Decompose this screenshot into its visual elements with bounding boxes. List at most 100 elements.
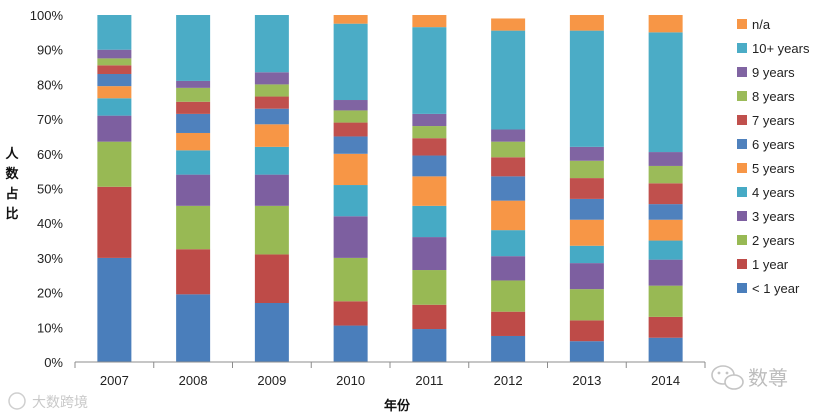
legend-swatch (737, 115, 747, 125)
legend-swatch (737, 43, 747, 53)
bar-segment (176, 205, 211, 250)
y-axis-title-char: 人 (5, 146, 19, 162)
bar-segment (412, 126, 447, 139)
y-tick-label: 90% (37, 43, 63, 58)
bar-segment (491, 200, 526, 231)
bar-segment (254, 108, 289, 125)
bar-segment (648, 32, 683, 153)
bar-segment (569, 160, 604, 179)
y-axis-title-char: 占 (5, 186, 18, 202)
y-axis-title-char: 比 (5, 206, 18, 222)
y-tick-label: 100% (30, 8, 64, 23)
bar-segment (412, 270, 447, 305)
bar-segment (569, 30, 604, 147)
bar-segment (97, 15, 132, 50)
legend-label: 1 year (752, 257, 789, 272)
x-tick-label: 2014 (651, 373, 680, 388)
bar-segment (97, 58, 132, 66)
bar-segment (333, 216, 368, 258)
bar-segment (412, 113, 447, 127)
x-tick-label: 2011 (415, 373, 443, 388)
legend-label: 7 years (752, 113, 795, 128)
bar-segment (569, 146, 604, 161)
y-tick-label: 80% (37, 77, 63, 92)
bar-segment (648, 316, 683, 338)
bar-segment (97, 141, 132, 187)
bar-segment (412, 27, 447, 114)
legend-label: 10+ years (752, 41, 810, 56)
bar-segment (569, 263, 604, 290)
bar-segment (491, 157, 526, 177)
bar-segment (412, 205, 447, 238)
bar-segment (254, 15, 289, 73)
legend-swatch (737, 91, 747, 101)
bar-segment (97, 186, 132, 258)
bar-segment (648, 183, 683, 205)
bar-segment (176, 249, 211, 295)
x-axis-ticks: 2007 2008 2009 2010 2011 2012 2013 2014 (74, 362, 706, 388)
y-tick-label: 60% (37, 147, 63, 162)
bar-segment (176, 150, 211, 175)
bar-segment (412, 155, 447, 177)
bar-segment (176, 174, 211, 206)
x-tick-label: 2009 (257, 373, 286, 388)
bar-segment (97, 86, 132, 99)
legend-swatch (737, 211, 747, 221)
watermark-right: 数尊 (711, 365, 788, 390)
x-tick-label: 2007 (100, 373, 129, 388)
y-tick-label: 10% (37, 320, 63, 335)
bar-segment (648, 219, 683, 241)
legend-label: < 1 year (752, 281, 800, 296)
bar-segment (491, 141, 526, 158)
y-tick-label: 0% (44, 355, 63, 370)
bar-segment (254, 96, 289, 109)
x-tick-label: 2012 (494, 373, 523, 388)
bar-segment (176, 87, 211, 102)
bar-segment (254, 146, 289, 175)
bar-segment (254, 303, 289, 362)
bar-segment (648, 240, 683, 260)
bar-segment (648, 285, 683, 317)
bar-segment (491, 30, 526, 130)
bar-segment (254, 72, 289, 85)
legend-label: 6 years (752, 137, 795, 152)
bar-segment (569, 15, 604, 31)
bar-segment (491, 335, 526, 362)
bar-segment (569, 245, 604, 264)
bar-segment (176, 132, 211, 151)
bar-segment (412, 138, 447, 156)
bar-segment (176, 15, 211, 81)
bar-segment (569, 219, 604, 246)
bar-segment (412, 15, 447, 28)
bar-segment (569, 198, 604, 220)
watermark-left: 大数跨境 (8, 392, 88, 411)
legend-label: 8 years (752, 89, 795, 104)
y-tick-label: 20% (37, 286, 63, 301)
bar-segment (176, 80, 211, 88)
bar-segment (412, 329, 447, 362)
bar-segment (333, 15, 368, 24)
bar-segment (97, 65, 132, 74)
bar-segment (569, 320, 604, 342)
bar-segment (333, 100, 368, 111)
bar-segment (491, 176, 526, 201)
bar-segment (412, 237, 447, 271)
bar-segment (491, 280, 526, 312)
bar-segment (333, 136, 368, 154)
bar-segment (333, 301, 368, 326)
legend-swatch (737, 283, 747, 293)
bar-segment (176, 113, 211, 133)
legend-label: 5 years (752, 161, 795, 176)
legend-swatch (737, 163, 747, 173)
y-tick-label: 30% (37, 251, 63, 266)
bar-segment (97, 98, 132, 116)
y-tick-label: 70% (37, 112, 63, 127)
bar-segment (97, 115, 132, 142)
bar-segment (491, 256, 526, 281)
bar-segment (648, 337, 683, 362)
legend-label: 3 years (752, 209, 795, 224)
bar-segment (569, 341, 604, 362)
bar-segment (569, 178, 604, 199)
